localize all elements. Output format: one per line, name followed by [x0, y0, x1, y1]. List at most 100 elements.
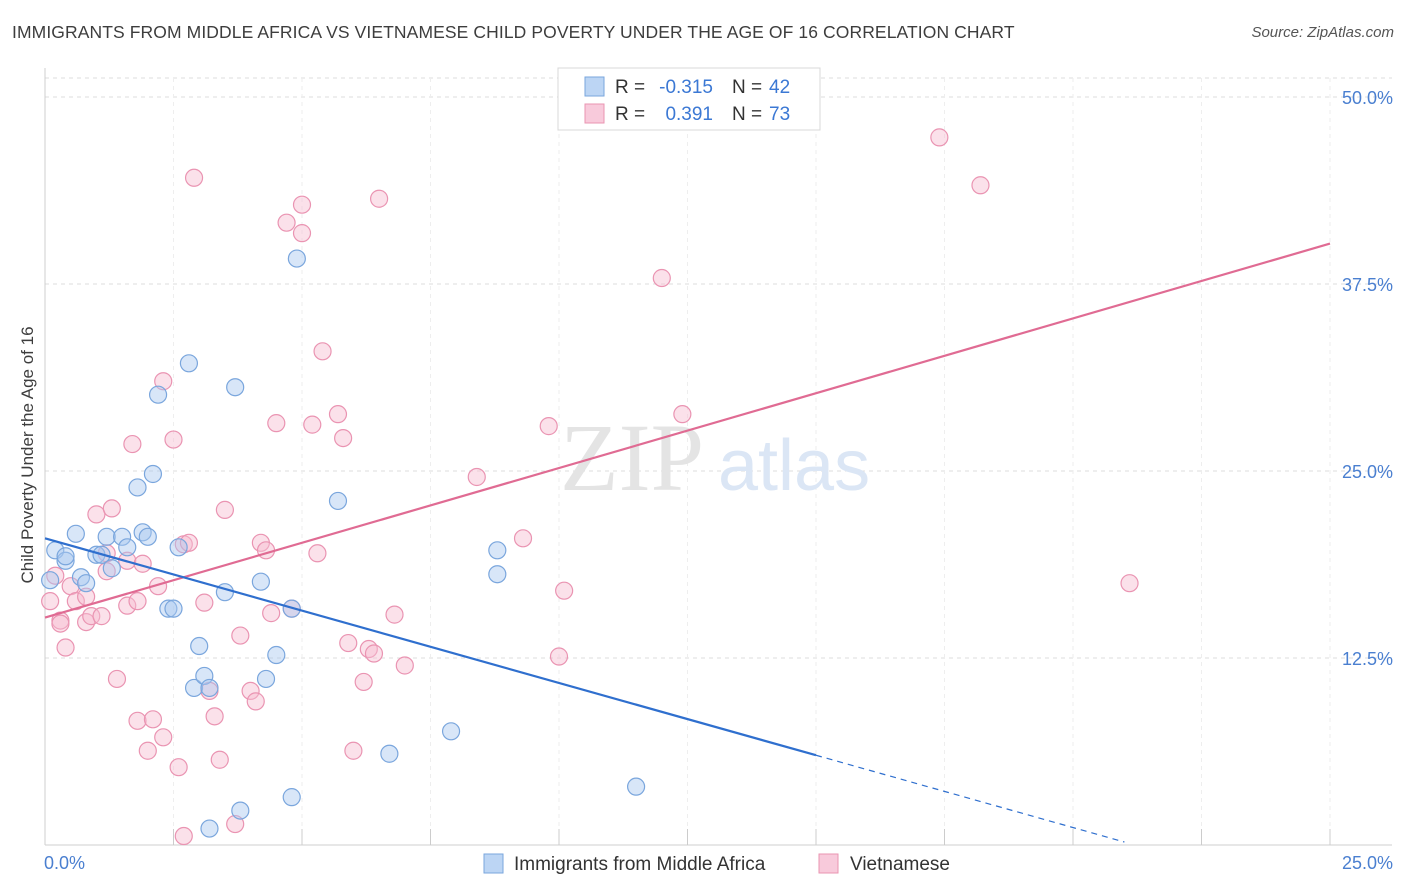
axis-ticks: 12.5% 25.0% 37.5% 50.0% 0.0% 25.0% — [44, 88, 1393, 873]
vietnamese-point — [51, 614, 70, 633]
middle-africa-point — [56, 551, 75, 570]
middle-africa-point — [66, 524, 85, 543]
vietnamese-point — [555, 581, 574, 600]
vietnamese-point — [184, 168, 204, 187]
legend-r-label-1: R = — [615, 77, 645, 98]
vietnamese-point — [539, 417, 558, 436]
vietnamese-point — [107, 669, 127, 689]
legend-item-vietnamese: Vietnamese — [850, 854, 950, 875]
vietnamese-point — [41, 592, 60, 611]
middle-africa-point — [56, 547, 75, 566]
legend-r-label-2: R = — [615, 104, 645, 125]
legend-r-value-1: -0.315 — [659, 77, 713, 98]
vietnamese-point — [231, 626, 250, 645]
legend-item-middle-africa-swatch — [483, 853, 504, 874]
middle-africa-point — [184, 678, 204, 698]
vietnamese-point — [467, 467, 486, 487]
middle-africa-point — [164, 599, 183, 618]
vietnamese-point — [128, 592, 147, 611]
vietnamese-point — [364, 644, 384, 663]
legend-item-middle-africa: Immigrants from Middle Africa — [514, 854, 766, 875]
vietnamese-point — [97, 562, 116, 581]
middle-africa-points — [41, 249, 646, 838]
legend-blue-swatch — [584, 76, 605, 97]
middle-africa-point — [159, 599, 178, 618]
middle-africa-point — [200, 819, 219, 838]
vietnamese-point — [256, 541, 276, 560]
middle-africa-point — [128, 478, 147, 497]
vietnamese-point — [339, 633, 358, 653]
middle-africa-point — [267, 645, 286, 665]
middle-africa-point — [190, 636, 209, 656]
vietnamese-point — [138, 741, 157, 760]
vietnamese-point — [82, 607, 101, 626]
middle-africa-point — [118, 538, 137, 557]
middle-africa-point — [143, 464, 163, 484]
vietnamese-point — [354, 672, 373, 692]
vietnamese-point — [930, 128, 949, 147]
y-axis-title: Child Poverty Under the Age of 16 — [18, 326, 37, 583]
vietnamese-point — [313, 342, 332, 361]
vietnamese-point — [277, 213, 296, 232]
vietnamese-point — [87, 505, 106, 524]
vietnamese-point — [154, 728, 173, 747]
middle-africa-point — [97, 527, 116, 546]
middle-africa-point — [77, 574, 96, 593]
y-tick-label: 37.5% — [1342, 275, 1393, 295]
vietnamese-point — [123, 434, 142, 454]
vietnamese-point — [56, 638, 75, 657]
legend-n-label-2: N = — [732, 104, 762, 125]
middle-africa-point — [41, 571, 60, 590]
watermark-atlas: atlas — [718, 426, 870, 506]
vietnamese-points — [41, 128, 1139, 846]
trend-lines — [44, 242, 1331, 843]
middle-africa-point — [200, 678, 219, 698]
vietnamese-point — [241, 681, 260, 701]
middle-africa-point — [256, 669, 276, 689]
vietnamese-point — [513, 529, 533, 548]
vietnamese-point — [128, 711, 147, 730]
vietnamese-point — [215, 500, 234, 519]
vietnamese-point — [292, 224, 312, 243]
middle-africa-point — [287, 249, 306, 268]
vietnamese-point — [652, 268, 671, 288]
middle-africa-trend-extension — [815, 754, 1125, 843]
legend-n-value-2: 73 — [769, 104, 790, 125]
middle-africa-point — [71, 568, 91, 587]
vietnamese-point — [77, 612, 96, 632]
vietnamese-point — [292, 195, 312, 214]
middle-africa-point — [488, 565, 507, 584]
vietnamese-point — [344, 741, 363, 760]
source-label: Source: ZipAtlas.com — [1251, 24, 1394, 41]
vietnamese-point — [179, 533, 199, 552]
vietnamese-point — [246, 692, 265, 711]
middle-africa-point — [488, 541, 507, 560]
middle-africa-point — [112, 527, 132, 546]
x-tick-label-min: 0.0% — [44, 853, 85, 873]
middle-africa-point — [169, 538, 188, 557]
middle-africa-point — [380, 744, 399, 763]
middle-africa-point — [231, 801, 250, 820]
vietnamese-point — [154, 372, 173, 391]
vietnamese-trend-line — [44, 242, 1331, 619]
vietnamese-point — [385, 605, 404, 624]
series-legend: Immigrants from Middle Africa Vietnamese — [483, 853, 950, 875]
legend-n-label-1: N = — [732, 77, 762, 98]
vietnamese-point — [164, 430, 183, 449]
vietnamese-point — [169, 758, 188, 777]
vietnamese-point — [195, 593, 214, 612]
vietnamese-point — [143, 710, 163, 729]
x-tick-label-max: 25.0% — [1342, 853, 1393, 873]
vietnamese-point — [308, 544, 327, 563]
chart-title: IMMIGRANTS FROM MIDDLE AFRICA VS VIETNAM… — [12, 22, 1015, 42]
middle-africa-point — [251, 572, 270, 591]
middle-africa-point — [179, 354, 199, 373]
vietnamese-point — [673, 405, 692, 424]
vietnamese-point — [334, 428, 353, 448]
middle-africa-point — [138, 527, 157, 546]
vietnamese-point — [549, 647, 569, 666]
vietnamese-point — [226, 814, 245, 834]
middle-africa-point — [226, 378, 245, 397]
middle-africa-point — [328, 491, 348, 511]
